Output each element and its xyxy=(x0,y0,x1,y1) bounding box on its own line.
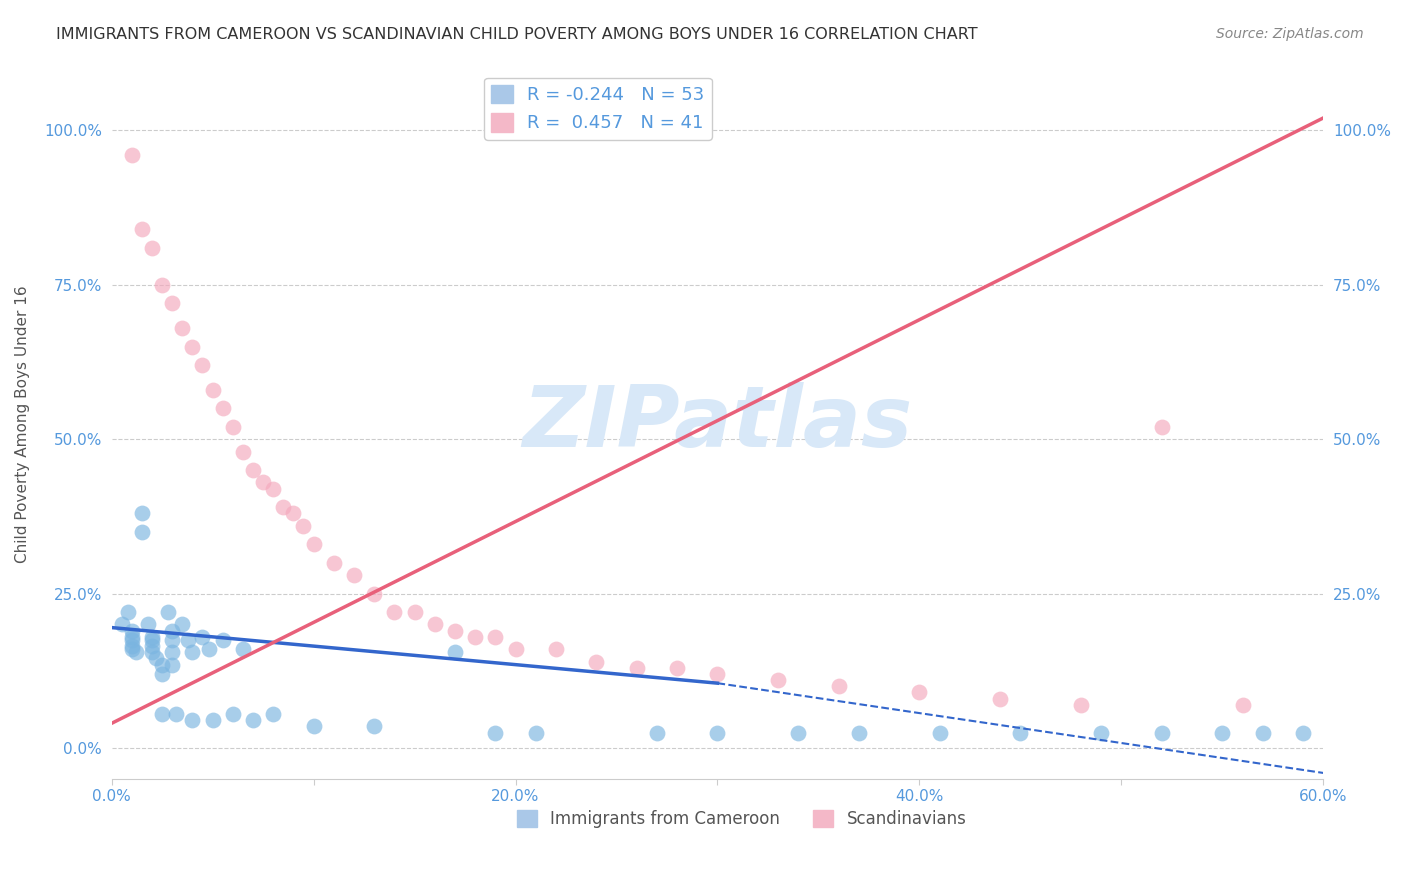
Point xyxy=(131,506,153,520)
Point xyxy=(1232,698,1254,712)
Point xyxy=(302,719,325,733)
Point xyxy=(1211,725,1233,739)
Point xyxy=(484,630,506,644)
Point xyxy=(766,673,789,687)
Point xyxy=(191,358,214,372)
Point xyxy=(544,642,567,657)
Point xyxy=(232,642,254,657)
Point xyxy=(191,630,214,644)
Point xyxy=(201,713,224,727)
Point xyxy=(262,482,284,496)
Point xyxy=(363,719,385,733)
Point xyxy=(121,639,143,653)
Point xyxy=(172,321,194,335)
Point xyxy=(988,691,1011,706)
Y-axis label: Child Poverty Among Boys Under 16: Child Poverty Among Boys Under 16 xyxy=(15,285,30,563)
Point xyxy=(160,632,183,647)
Point xyxy=(131,222,153,236)
Point xyxy=(505,642,527,657)
Point xyxy=(181,713,204,727)
Point xyxy=(131,524,153,539)
Point xyxy=(177,632,200,647)
Point xyxy=(165,707,187,722)
Point xyxy=(211,401,233,416)
Point xyxy=(145,651,167,665)
Point xyxy=(201,383,224,397)
Point xyxy=(160,624,183,638)
Point xyxy=(666,661,689,675)
Point xyxy=(111,617,134,632)
Point xyxy=(242,463,264,477)
Point xyxy=(150,707,173,722)
Point xyxy=(1090,725,1112,739)
Point xyxy=(172,617,194,632)
Point xyxy=(242,713,264,727)
Point xyxy=(706,725,728,739)
Legend: Immigrants from Cameroon, Scandinavians: Immigrants from Cameroon, Scandinavians xyxy=(510,803,973,835)
Point xyxy=(150,666,173,681)
Point xyxy=(141,645,163,659)
Point xyxy=(343,568,366,582)
Point xyxy=(928,725,950,739)
Point xyxy=(160,645,183,659)
Point xyxy=(197,642,219,657)
Point xyxy=(1070,698,1092,712)
Point xyxy=(136,617,159,632)
Text: Source: ZipAtlas.com: Source: ZipAtlas.com xyxy=(1216,27,1364,41)
Point xyxy=(626,661,648,675)
Point xyxy=(827,679,849,693)
Point xyxy=(464,630,486,644)
Point xyxy=(1150,725,1173,739)
Point xyxy=(141,639,163,653)
Point xyxy=(121,148,143,162)
Point xyxy=(141,632,163,647)
Point xyxy=(404,605,426,619)
Point xyxy=(181,339,204,353)
Point xyxy=(252,475,274,490)
Point xyxy=(160,296,183,310)
Point xyxy=(787,725,810,739)
Point xyxy=(121,632,143,647)
Point xyxy=(121,624,143,638)
Point xyxy=(181,645,204,659)
Point xyxy=(1010,725,1032,739)
Point xyxy=(292,518,315,533)
Point xyxy=(271,500,294,515)
Point xyxy=(222,707,245,722)
Point xyxy=(908,685,931,699)
Point xyxy=(150,657,173,672)
Text: ZIPatlas: ZIPatlas xyxy=(522,382,912,466)
Point xyxy=(444,624,467,638)
Point xyxy=(121,630,143,644)
Point xyxy=(444,645,467,659)
Point xyxy=(363,586,385,600)
Point xyxy=(302,537,325,551)
Point xyxy=(1150,419,1173,434)
Point xyxy=(157,605,180,619)
Text: IMMIGRANTS FROM CAMEROON VS SCANDINAVIAN CHILD POVERTY AMONG BOYS UNDER 16 CORRE: IMMIGRANTS FROM CAMEROON VS SCANDINAVIAN… xyxy=(56,27,977,42)
Point xyxy=(262,707,284,722)
Point xyxy=(1251,725,1274,739)
Point xyxy=(283,506,305,520)
Point xyxy=(1292,725,1315,739)
Point xyxy=(150,277,173,292)
Point xyxy=(121,642,143,657)
Point xyxy=(484,725,506,739)
Point xyxy=(125,645,148,659)
Point xyxy=(848,725,870,739)
Point xyxy=(645,725,668,739)
Point xyxy=(117,605,139,619)
Point xyxy=(524,725,547,739)
Point xyxy=(232,444,254,458)
Point xyxy=(141,630,163,644)
Point xyxy=(382,605,405,619)
Point xyxy=(706,666,728,681)
Point xyxy=(211,632,233,647)
Point xyxy=(585,655,607,669)
Point xyxy=(322,556,344,570)
Point xyxy=(222,419,245,434)
Point xyxy=(423,617,446,632)
Point xyxy=(141,241,163,255)
Point xyxy=(160,657,183,672)
